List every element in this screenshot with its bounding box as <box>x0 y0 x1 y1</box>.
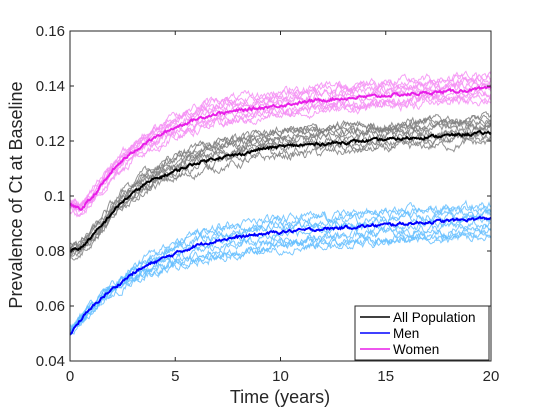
x-axis-title: Time (years) <box>230 387 330 407</box>
replicate-line-3-10 <box>69 76 492 212</box>
y-axis-title: Prevalence of Ct at Baseline <box>6 81 26 308</box>
legend-label-1: All Population <box>393 310 476 325</box>
y-tick-label: 0.08 <box>36 243 65 260</box>
legend-label-2: Men <box>393 326 419 341</box>
replicate-line-2-9 <box>69 219 492 336</box>
y-tick-label: 0.04 <box>36 353 65 370</box>
mean-lines <box>69 85 492 336</box>
replicate-line-1-8 <box>69 119 492 250</box>
x-tick-label: 20 <box>483 368 500 385</box>
replicate-line-2-7 <box>69 223 492 331</box>
y-tick-label: 0.14 <box>36 78 65 95</box>
replicate-line-3-1 <box>69 94 492 218</box>
y-tick-label: 0.12 <box>36 133 65 150</box>
x-tick-label: 5 <box>171 368 179 385</box>
mean-line-1 <box>69 129 492 254</box>
replicate-line-1-6 <box>69 137 492 253</box>
replicate-line-3-8 <box>69 70 492 208</box>
replicate-line-3-7 <box>69 72 492 210</box>
replicate-line-2-5 <box>69 227 492 334</box>
y-tick-label: 0.06 <box>36 298 65 315</box>
replicate-bands <box>69 70 492 336</box>
legend-label-3: Women <box>393 342 439 357</box>
x-tick-label: 0 <box>66 368 74 385</box>
mean-line-3 <box>69 85 492 212</box>
replicate-line-1-9 <box>69 114 492 250</box>
replicate-line-1-10 <box>69 132 492 257</box>
y-tick-label: 0.16 <box>36 23 65 40</box>
replicate-line-1-1 <box>69 122 492 253</box>
x-tick-label: 10 <box>272 368 289 385</box>
mean-line-2 <box>69 215 492 336</box>
axis-ticks: 0 5 10 15 20 0.04 0.06 0.08 0.1 0.12 0.14 0.16 <box>36 23 500 385</box>
replicate-line-3-6 <box>69 93 492 218</box>
replicate-line-2-10 <box>69 209 492 336</box>
x-tick-label: 15 <box>377 368 394 385</box>
y-tick-label: 0.1 <box>44 188 65 205</box>
